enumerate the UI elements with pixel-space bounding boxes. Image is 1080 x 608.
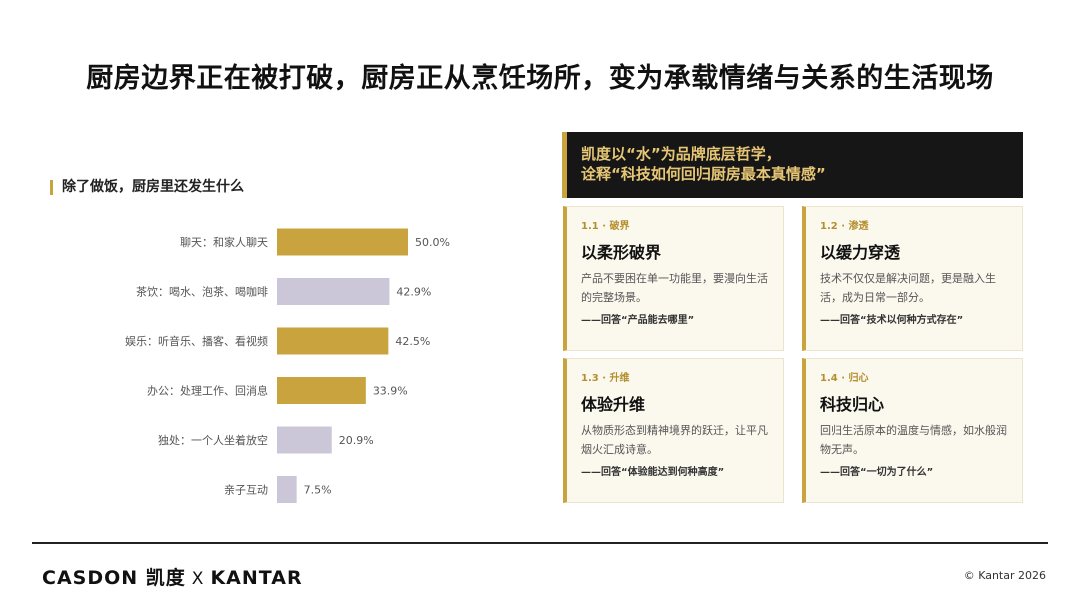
bar (277, 228, 408, 256)
bar (277, 377, 366, 404)
card-tag: 1.2 · 渗透 (820, 221, 869, 232)
value-label: 42.5% (395, 335, 430, 348)
brand-separator: X (191, 569, 205, 589)
panel-header-line2: 诠释“科技如何回归厨房最本真情感” (581, 165, 826, 183)
chart-title: 除了做饭，厨房里还发生什么 (50, 180, 244, 195)
category-label: 亲子互动 (224, 483, 268, 497)
copyright: © Kantar 2026 (963, 569, 1046, 582)
card-permeate: 1.2 · 渗透 以缓力穿透 技术不仅仅是解决问题，更是融入生活，成为日常一部分… (802, 206, 1023, 351)
value-label: 33.9% (373, 385, 408, 398)
bar (277, 278, 390, 305)
bar (277, 476, 297, 503)
casdon-logo: CASDON 凯度 (42, 567, 186, 589)
kantar-logo: KANTAR (210, 567, 303, 589)
footer-logo: CASDON 凯度 X KANTAR (42, 563, 303, 590)
bar (277, 327, 389, 355)
card-body: 回归生活原本的温度与情感，如水般润物无声。 (820, 424, 1007, 456)
card-title: 科技归心 (820, 395, 885, 414)
card-body: 产品不要困在单一功能里，要漫向生活的完整场景。 (581, 272, 768, 304)
category-label: 茶饮：喝水、泡茶、喝咖啡 (136, 285, 268, 299)
card-answer: ——回答“一切为了什么” (820, 467, 934, 478)
value-label: 7.5% (304, 484, 332, 497)
card-answer: ——回答“产品能去哪里” (581, 315, 695, 326)
category-label: 娱乐：听音乐、播客、看视频 (125, 334, 268, 348)
bar (277, 426, 332, 454)
card-return: 1.4 · 归心 科技归心 回归生活原本的温度与情感，如水般润物无声。 ——回答… (802, 358, 1023, 503)
bar-chart: 聊天：和家人聊天 50.0% 茶饮：喝水、泡茶、喝咖啡 42.9% 娱乐：听音乐、播客、… (125, 228, 450, 503)
category-label: 聊天：和家人聊天 (180, 235, 268, 249)
card-title: 以缓力穿透 (820, 243, 901, 262)
card-tag: 1.4 · 归心 (820, 373, 869, 384)
value-label: 42.9% (396, 286, 431, 299)
value-label: 50.0% (415, 236, 450, 249)
card-body: 从物质形态到精神境界的跃迁，让平凡烟火汇成诗意。 (581, 424, 768, 456)
card-tag: 1.1 · 破界 (581, 221, 630, 232)
category-label: 独处：一个人坐着放空 (158, 433, 268, 447)
card-answer: ——回答“技术以何种方式存在” (820, 315, 964, 326)
panel-header: 凯度以“水”为品牌底层哲学， 诠释“科技如何回归厨房最本真情感” (562, 132, 1023, 198)
panel-header-line1: 凯度以“水”为品牌底层哲学， (581, 145, 781, 163)
card-title: 以柔形破界 (581, 243, 662, 262)
card-body: 技术不仅仅是解决问题，更是融入生活，成为日常一部分。 (820, 272, 996, 304)
page-title: 厨房边界正在被打破，厨房正从烹饪场所，变为承载情绪与关系的生活现场 (86, 63, 994, 94)
card-breakthrough: 1.1 · 破界 以柔形破界 产品不要困在单一功能里，要漫向生活的完整场景。 —… (563, 206, 784, 351)
card-answer: ——回答“体验能达到何种高度” (581, 467, 725, 478)
card-tag: 1.3 · 升维 (581, 373, 630, 384)
value-label: 20.9% (339, 434, 374, 447)
card-upgrade: 1.3 · 升维 体验升维 从物质形态到精神境界的跃迁，让平凡烟火汇成诗意。 —… (563, 358, 784, 503)
footer-divider (32, 542, 1048, 544)
card-title: 体验升维 (581, 395, 646, 414)
category-label: 办公：处理工作、回消息 (147, 384, 268, 398)
